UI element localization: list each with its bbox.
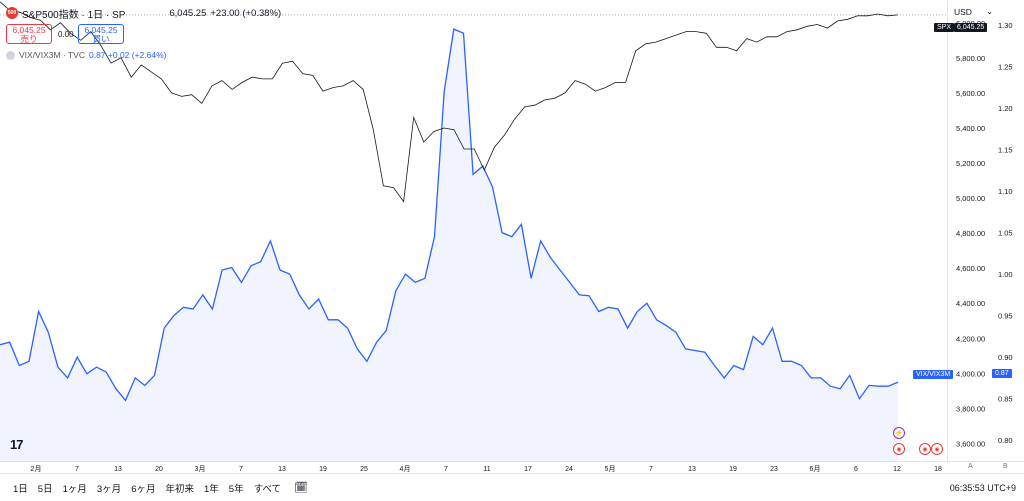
time-axis-label: 3月: [195, 465, 206, 473]
left-axis-tick-label: 3,800.00: [956, 404, 985, 413]
buy-price: 6,045.25: [84, 25, 118, 35]
spread-value: 0.00: [58, 29, 74, 39]
range-5d[interactable]: 5日: [37, 483, 53, 495]
left-axis-tick-label: 5,600.00: [956, 89, 985, 98]
spx-label-tag: SPX: [934, 23, 955, 32]
calendar-icon[interactable]: 🗓︎: [294, 482, 309, 494]
bolt-icon[interactable]: ⚡: [893, 427, 905, 439]
range-ytd[interactable]: 年初来: [165, 483, 194, 495]
left-axis-tick-label: 3,600.00: [956, 439, 985, 448]
right-axis-tick-label: 1.05: [998, 229, 1013, 238]
vix-series-line: [0, 28, 899, 402]
symbol-price: 6,045.25: [169, 7, 207, 19]
compare-symbol-name[interactable]: VIX/VIX3M · TVC: [19, 50, 85, 60]
spx-price-tag: 6,045.25: [954, 23, 988, 32]
time-axis-label: 7: [649, 466, 653, 473]
time-axis-label: 2月: [31, 465, 42, 473]
clock[interactable]: 06:35:53 UTC+9: [949, 482, 1016, 493]
right-axis-labels: 0.80 0.85 0.90 0.95 1.00 1.05 1.10 1.15 1.20 1.25…: [998, 21, 1013, 445]
compare-symbol-row[interactable]: VIX/VIX3M · TVC 0.87 +0.02 (+2.64%): [6, 50, 281, 60]
symbol-change: +23.00 (+0.38%): [210, 7, 282, 19]
time-axis-label: 18: [934, 466, 942, 473]
time-axis-label: 7: [444, 466, 448, 473]
symbol-badge: 500: [6, 7, 18, 19]
right-axis-tick-label: 1.30: [998, 21, 1013, 30]
trade-row: 6,045.25 売り 0.00 6,045.25 買い: [6, 24, 281, 44]
right-axis-tick-label: 1.10: [998, 187, 1013, 196]
compare-symbol-icon: [6, 50, 15, 60]
time-axis-label: 19: [319, 466, 327, 473]
symbol-name[interactable]: S&P500指数 · 1日 · SP: [22, 9, 126, 21]
sell-button[interactable]: 6,045.25 売り: [6, 24, 52, 44]
range-1m[interactable]: 1ヶ月: [62, 483, 87, 495]
left-axis-labels: 3,600.00 3,800.00 4,000.00 4,200.00 4,400.00…: [956, 19, 985, 449]
range-6m[interactable]: 6ヶ月: [131, 483, 156, 495]
time-axis-label: 5月: [605, 465, 616, 473]
left-axis-tick-label: 4,400.00: [956, 299, 985, 308]
chart-pane[interactable]: [0, 0, 948, 461]
right-axis-tick-label: 1.15: [998, 146, 1013, 155]
vix-price-tag: 0.87: [992, 369, 1012, 378]
range-3m[interactable]: 3ヶ月: [96, 483, 122, 495]
left-axis-tick-label: 5,400.00: [956, 124, 985, 133]
price-chart[interactable]: [0, 0, 948, 461]
range-1y[interactable]: 1年: [204, 483, 219, 495]
time-axis-label: 20: [155, 466, 163, 473]
sell-label: 売り: [20, 34, 38, 44]
symbol-row[interactable]: 500 S&P500指数 · 1日 · SP 6,045.25 +23.00 (…: [6, 6, 282, 21]
sell-price: 6,045.25: [12, 25, 46, 35]
range-all[interactable]: すべて: [253, 483, 282, 495]
auto-scale-toggle[interactable]: A: [968, 463, 973, 470]
left-axis-tick-label: 4,800.00: [956, 229, 985, 238]
time-axis-label: 24: [565, 466, 573, 473]
time-axis-label: 6月: [810, 465, 821, 473]
time-axis-label: 17: [524, 466, 532, 473]
time-axis-label: 12: [893, 466, 901, 473]
currency-selector[interactable]: USD ⌄: [954, 6, 993, 17]
time-axis-label: 23: [770, 466, 778, 473]
bottom-toolbar: 1日 5日 1ヶ月 3ヶ月 6ヶ月 年初来 1年 5年 すべて 🗓︎ 06:35…: [0, 473, 1024, 501]
time-axis-label: 6: [854, 466, 858, 473]
right-axis-tick-label: 0.85: [998, 395, 1013, 404]
left-axis-tick-label: 4,600.00: [956, 264, 985, 273]
tradingview-logo[interactable]: 17: [10, 437, 24, 452]
left-axis-tick-label: 4,000.00: [956, 369, 985, 378]
left-axis-tick-label: 5,200.00: [956, 159, 985, 168]
right-axis-tick-label: 0.95: [998, 312, 1013, 321]
currency-label: USD: [954, 6, 972, 17]
price-scale[interactable]: USD ⌄ 3,600.00 3,800.00 4,000.00 4,200.00 4,…: [948, 0, 1024, 461]
left-axis-tick-label: 5,800.00: [956, 54, 985, 63]
time-axis-label: 7: [75, 466, 79, 473]
time-axis[interactable]: 2月 7 13 20 3月 7 13 19 25 4月 7 11 17 24 5月 7 13 19 23 6月 6 12 1…: [0, 461, 1024, 473]
buy-label: 買い: [92, 34, 110, 44]
spx-series-line: [0, 1, 899, 203]
time-axis-label: 13: [114, 466, 122, 473]
us-flag-icon[interactable]: ◉: [893, 443, 905, 455]
buy-button[interactable]: 6,045.25 買い: [78, 24, 124, 44]
right-axis-tick-label: 0.80: [998, 436, 1013, 445]
time-axis-label: 19: [729, 466, 737, 473]
range-1d[interactable]: 1日: [13, 483, 28, 495]
scale-mode-toggle[interactable]: B: [1003, 463, 1008, 470]
time-axis-label: 7: [239, 466, 243, 473]
range-5y[interactable]: 5年: [228, 483, 244, 495]
vix-label-tag: VIX/VIX3M: [913, 370, 954, 379]
time-axis-label: 13: [688, 466, 696, 473]
left-axis-tick-label: 4,200.00: [956, 334, 985, 343]
chart-legend: 500 S&P500指数 · 1日 · SP 6,045.25 +23.00 (…: [6, 6, 281, 60]
chevron-down-icon: ⌄: [985, 6, 994, 16]
right-axis-tick-label: 1.25: [998, 62, 1013, 71]
right-axis-tick-label: 0.90: [998, 353, 1013, 362]
left-axis-tick-label: 5,000.00: [956, 194, 985, 203]
compare-symbol-value: 0.87 +0.02 (+2.64%): [88, 50, 167, 60]
us-flag-icon[interactable]: ◉: [931, 443, 943, 455]
time-axis-label: 25: [360, 466, 368, 473]
right-axis-tick-label: 1.00: [998, 270, 1013, 279]
time-axis-label: 13: [278, 466, 286, 473]
time-axis-label: 11: [483, 466, 490, 473]
us-flag-icon[interactable]: ◉: [919, 443, 931, 455]
right-axis-tick-label: 1.20: [998, 104, 1013, 113]
vix-area-fill: [0, 29, 898, 461]
time-axis-label: 4月: [400, 465, 411, 473]
